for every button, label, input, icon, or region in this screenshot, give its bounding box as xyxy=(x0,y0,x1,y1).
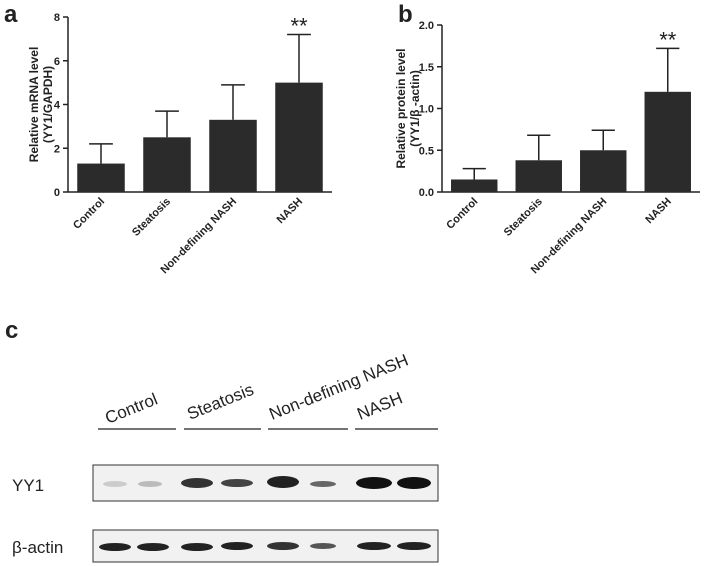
y-axis-label: Relative mRNA level xyxy=(27,47,41,163)
row-label: YY1 xyxy=(12,476,44,495)
panel-label: c xyxy=(5,317,18,344)
bar xyxy=(77,163,125,192)
y-tick-label: 4 xyxy=(54,100,61,112)
y-axis-label: (YY1/GAPDH) xyxy=(41,66,55,143)
x-tick-label: Control xyxy=(444,196,480,232)
y-tick-label: 8 xyxy=(54,12,60,24)
blot-actin xyxy=(92,529,439,563)
blot-yy1 xyxy=(92,464,439,502)
bar xyxy=(515,160,562,192)
x-tick-label: Control xyxy=(71,196,107,232)
y-tick-label: 0.5 xyxy=(419,145,434,157)
x-tick-label: Steatosis xyxy=(130,196,173,239)
lane-label: Control xyxy=(102,390,160,428)
x-tick-label: Steatosis xyxy=(502,196,545,239)
bar xyxy=(644,91,691,192)
y-axis-label: (YY1/β -actin) xyxy=(408,70,422,147)
y-axis-label: Relative protein level xyxy=(394,48,408,168)
y-tick-label: 2.0 xyxy=(419,20,434,32)
y-tick-label: 0.0 xyxy=(419,187,434,199)
y-tick-label: 6 xyxy=(54,56,60,68)
panel-label: a xyxy=(4,1,18,28)
x-tick-label: NASH xyxy=(275,196,306,227)
annotation: ** xyxy=(290,14,308,39)
x-tick-label: Non-defining NASH xyxy=(158,196,239,277)
lane-label: NASH xyxy=(354,388,405,423)
y-tick-label: 1.5 xyxy=(419,62,434,74)
bar xyxy=(451,179,498,192)
bar xyxy=(580,150,627,192)
bar xyxy=(143,137,191,192)
annotation: ** xyxy=(659,27,677,52)
panel-label: b xyxy=(398,1,413,28)
row-label: β-actin xyxy=(12,538,63,557)
y-tick-label: 1.0 xyxy=(419,104,434,116)
y-tick-label: 0 xyxy=(54,187,60,199)
lane-label: Non-defining NASH xyxy=(266,351,411,424)
bar xyxy=(209,119,257,192)
x-tick-label: NASH xyxy=(643,196,674,227)
lane-label: Steatosis xyxy=(184,380,256,424)
bar xyxy=(275,82,323,192)
y-tick-label: 2 xyxy=(54,143,60,155)
